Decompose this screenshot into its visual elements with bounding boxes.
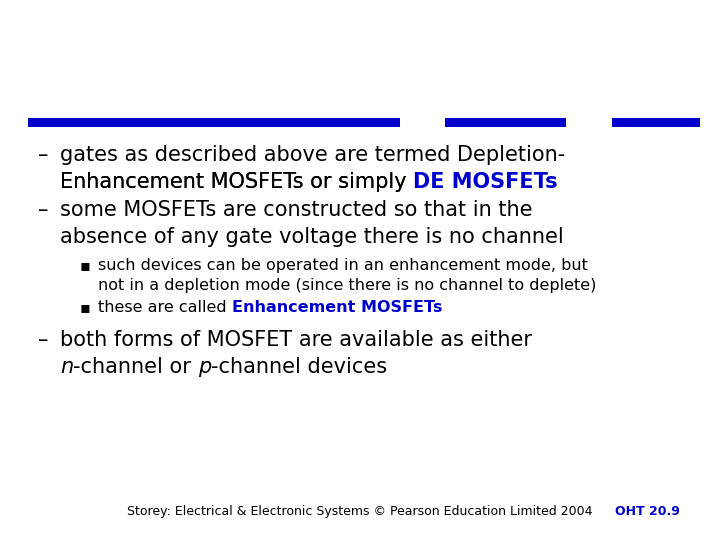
Bar xyxy=(612,118,700,127)
Bar xyxy=(445,118,566,127)
Text: Enhancement MOSFETs or simply: Enhancement MOSFETs or simply xyxy=(60,172,413,192)
Text: OHT 20.9: OHT 20.9 xyxy=(615,505,680,518)
Text: both forms of MOSFET are available as either: both forms of MOSFET are available as ei… xyxy=(60,330,532,350)
Text: these are called: these are called xyxy=(98,300,232,315)
Bar xyxy=(28,118,400,127)
Text: –: – xyxy=(38,200,48,220)
Text: Storey: Electrical & Electronic Systems © Pearson Education Limited 2004: Storey: Electrical & Electronic Systems … xyxy=(127,505,593,518)
Text: -channel devices: -channel devices xyxy=(211,357,387,377)
Text: n: n xyxy=(60,357,73,377)
Text: not in a depletion mode (since there is no channel to deplete): not in a depletion mode (since there is … xyxy=(98,278,596,293)
Text: Enhancement MOSFETs or simply: Enhancement MOSFETs or simply xyxy=(60,172,413,192)
Text: -channel or: -channel or xyxy=(73,357,198,377)
Text: such devices can be operated in an enhancement mode, but: such devices can be operated in an enhan… xyxy=(98,258,588,273)
Text: –: – xyxy=(38,330,48,350)
Text: ▪: ▪ xyxy=(80,258,91,273)
Text: absence of any gate voltage there is no channel: absence of any gate voltage there is no … xyxy=(60,227,564,247)
Text: –: – xyxy=(38,145,48,165)
Text: some MOSFETs are constructed so that in the: some MOSFETs are constructed so that in … xyxy=(60,200,533,220)
Text: DE MOSFETs: DE MOSFETs xyxy=(413,172,558,192)
Text: ▪: ▪ xyxy=(80,300,91,315)
Text: p: p xyxy=(198,357,211,377)
Text: Enhancement MOSFETs: Enhancement MOSFETs xyxy=(232,300,442,315)
Text: gates as described above are termed Depletion-: gates as described above are termed Depl… xyxy=(60,145,565,165)
